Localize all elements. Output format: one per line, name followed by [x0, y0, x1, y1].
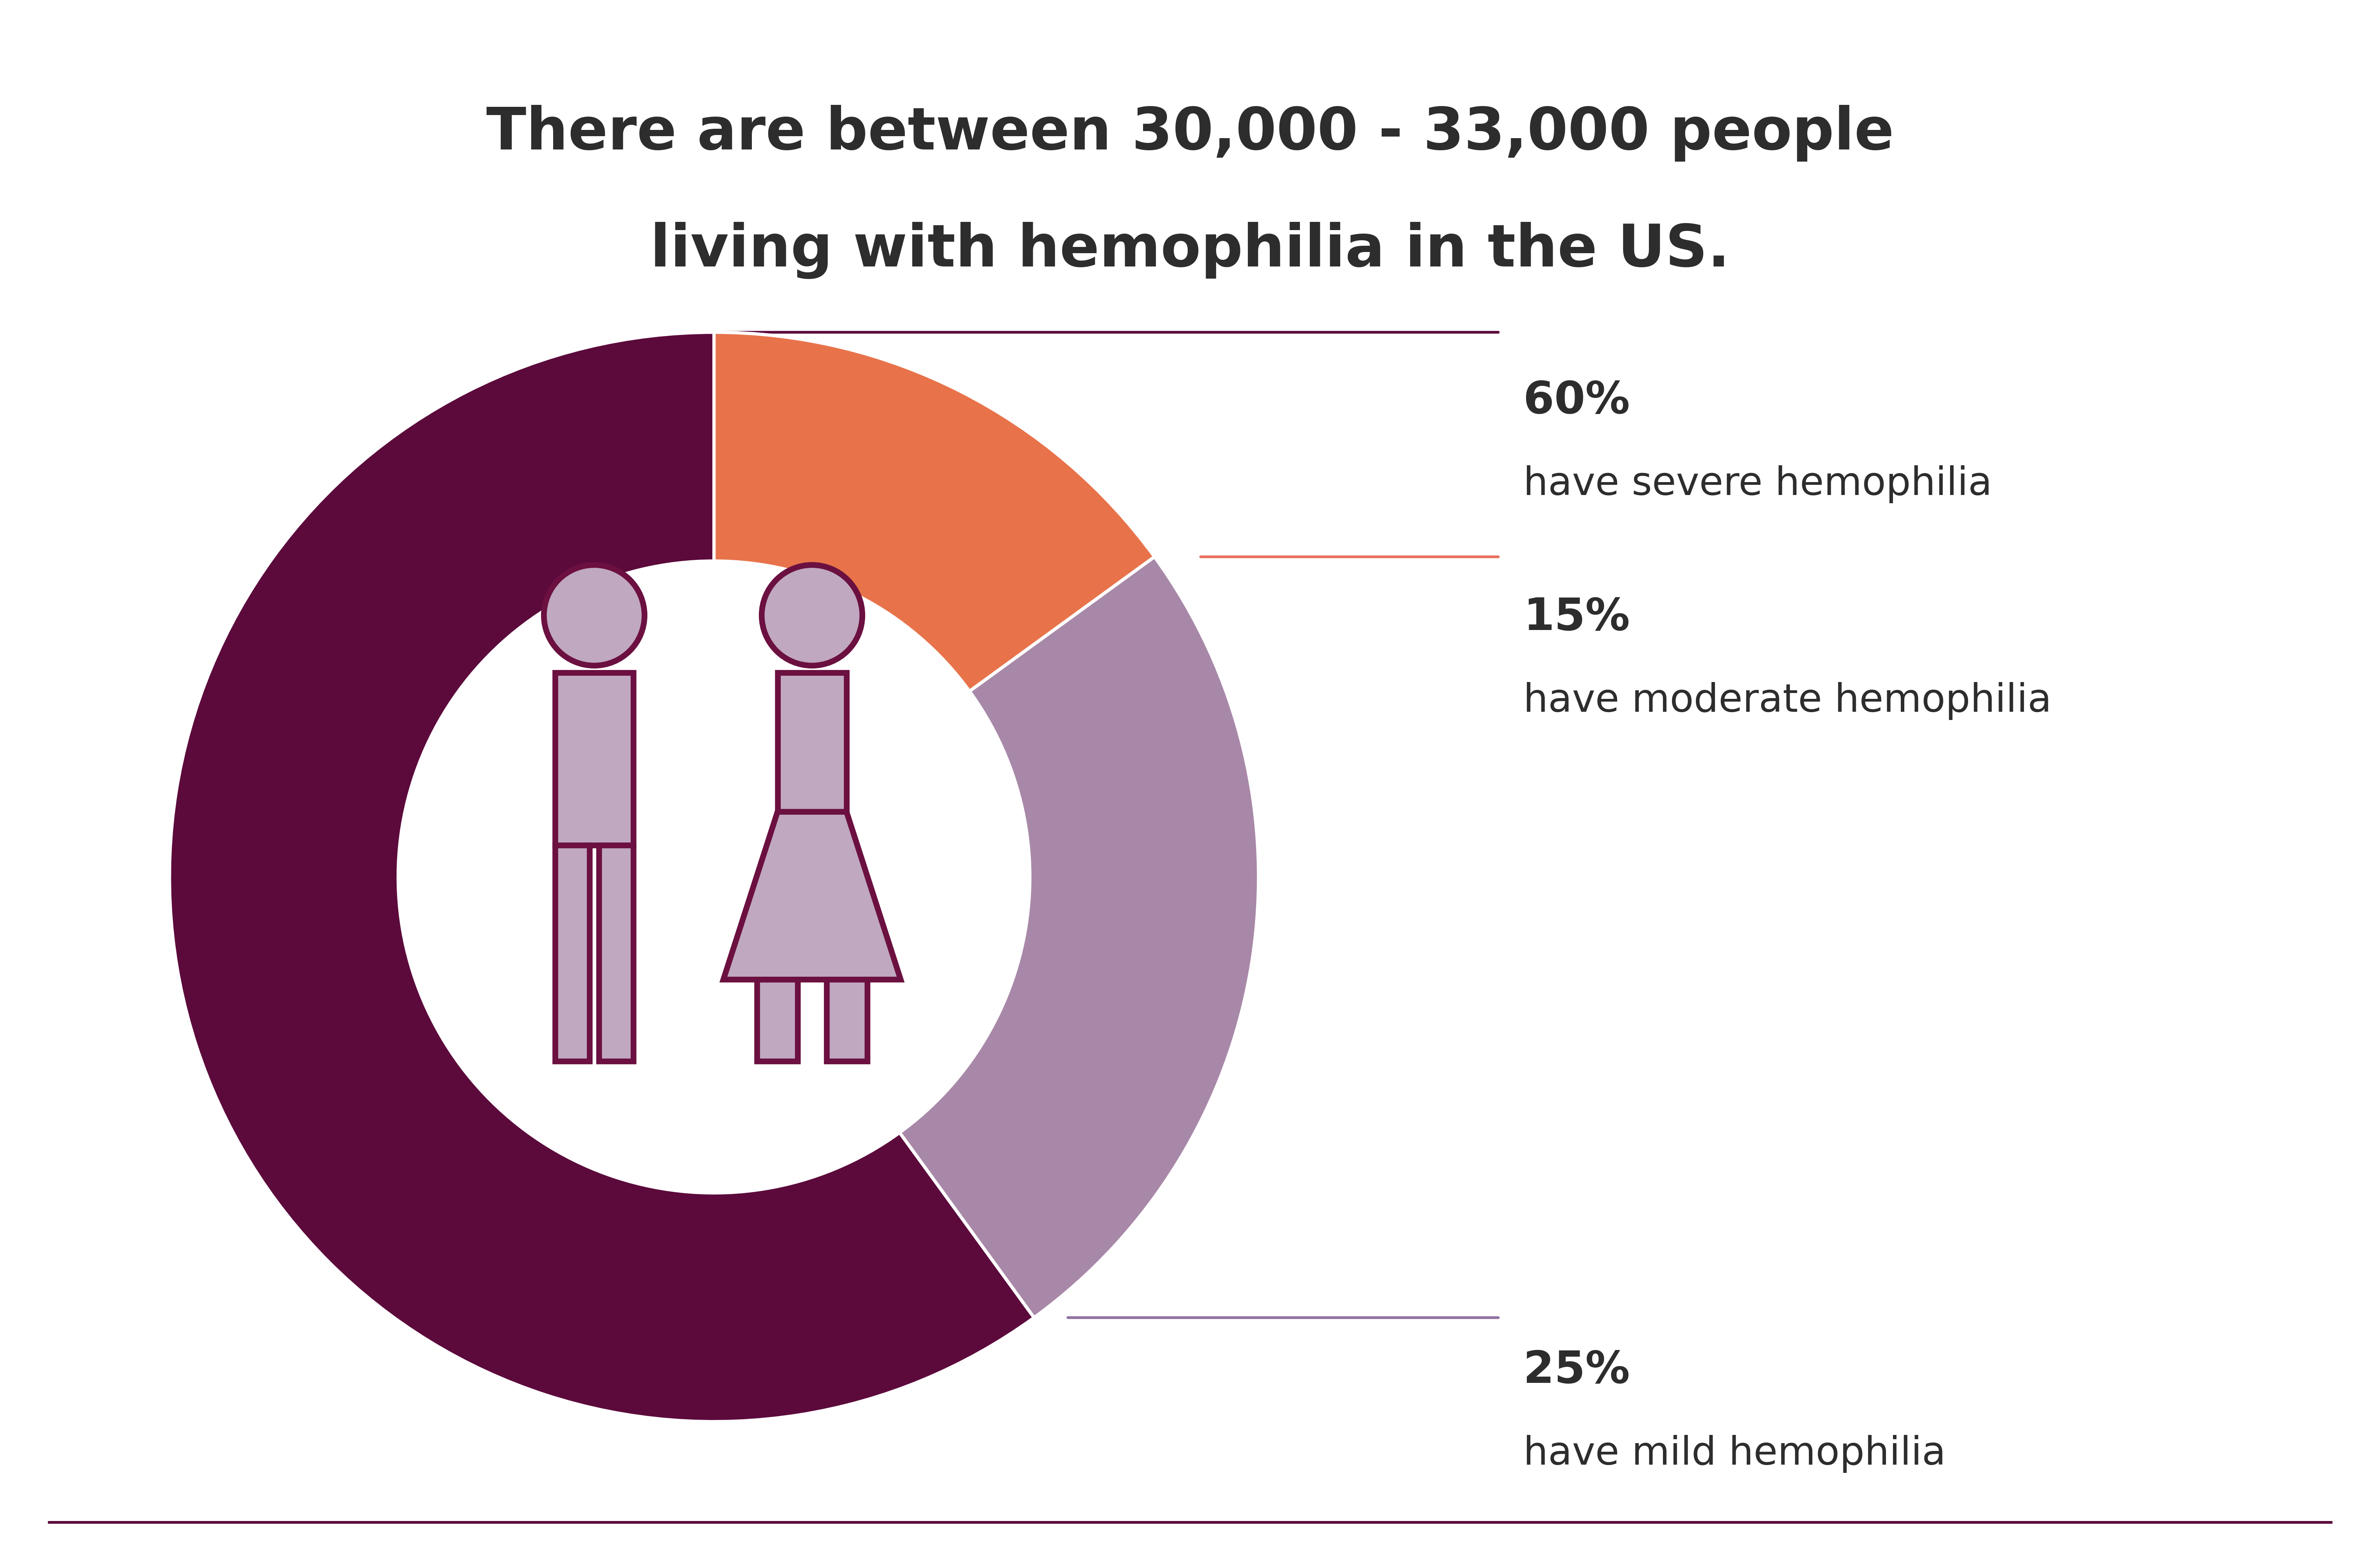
Text: living with hemophilia in the US.: living with hemophilia in the US.: [650, 222, 1730, 279]
Polygon shape: [724, 811, 900, 980]
Text: 25%: 25%: [1523, 1348, 1630, 1392]
Wedge shape: [900, 557, 1259, 1317]
Wedge shape: [169, 332, 1033, 1422]
Text: have mild hemophilia: have mild hemophilia: [1523, 1434, 1947, 1474]
Polygon shape: [757, 980, 797, 1062]
Text: There are between 30,000 - 33,000 people: There are between 30,000 - 33,000 people: [486, 105, 1894, 161]
Circle shape: [762, 565, 862, 666]
Polygon shape: [555, 673, 633, 846]
Polygon shape: [778, 673, 847, 811]
Circle shape: [545, 565, 645, 666]
Text: 15%: 15%: [1523, 597, 1630, 639]
Text: have severe hemophilia: have severe hemophilia: [1523, 465, 1992, 503]
Polygon shape: [555, 846, 590, 1062]
Wedge shape: [714, 332, 1154, 691]
Text: 60%: 60%: [1523, 379, 1630, 423]
Polygon shape: [826, 980, 866, 1062]
Polygon shape: [600, 846, 633, 1062]
Text: have moderate hemophilia: have moderate hemophilia: [1523, 683, 2052, 720]
